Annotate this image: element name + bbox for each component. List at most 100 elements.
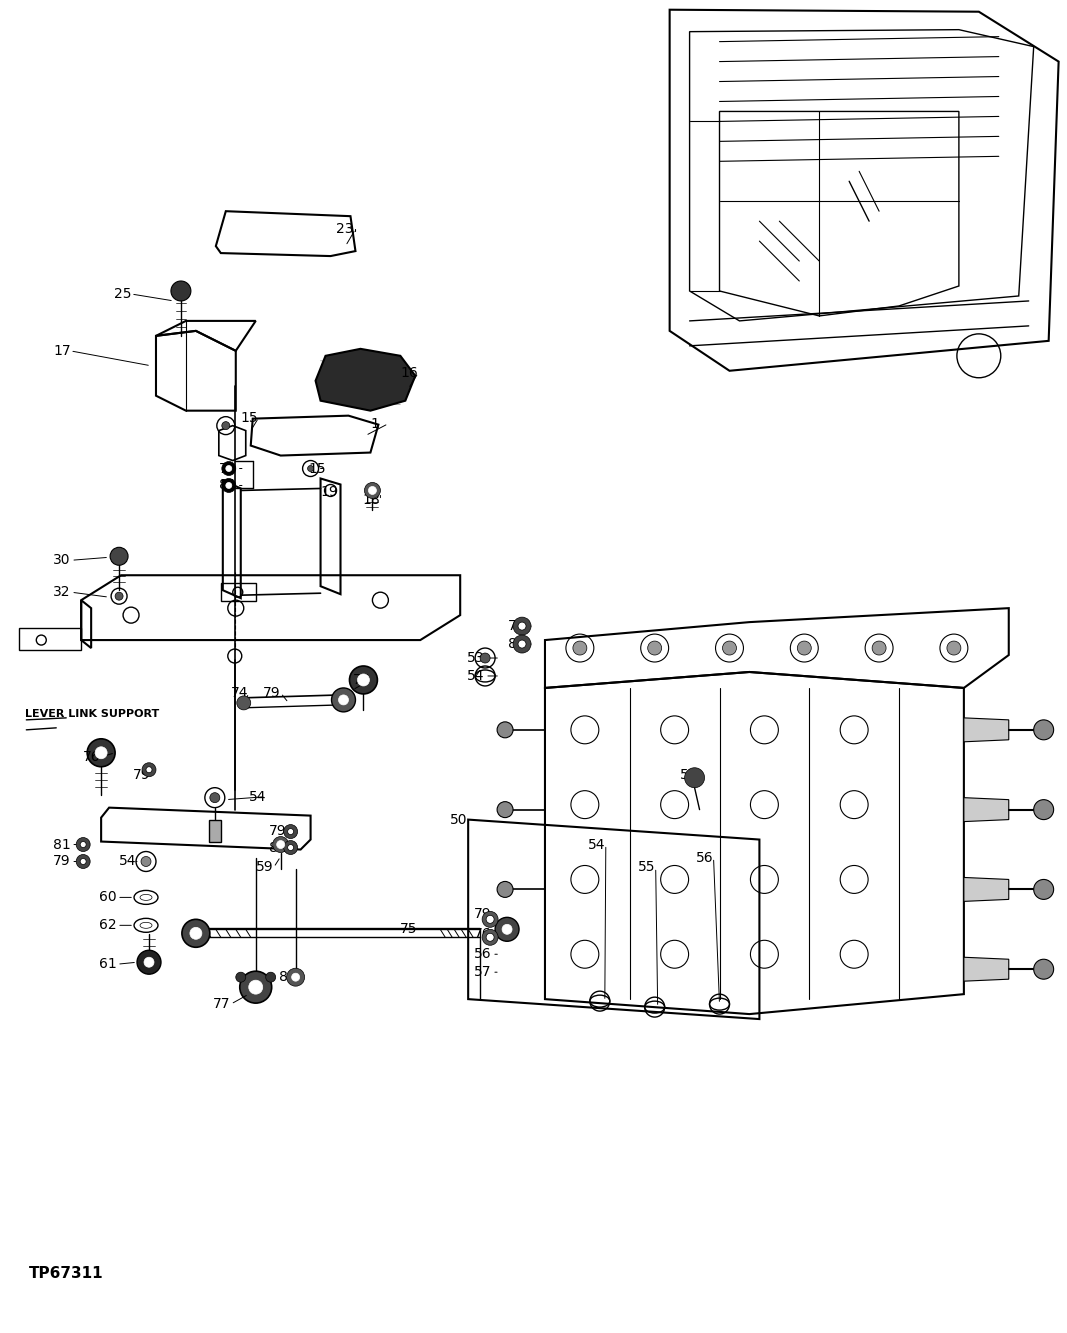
Circle shape (946, 641, 961, 655)
Circle shape (226, 465, 232, 472)
Circle shape (80, 841, 86, 848)
Text: 60: 60 (99, 890, 116, 904)
Text: 62: 62 (99, 918, 116, 932)
Circle shape (87, 738, 115, 766)
Circle shape (513, 617, 531, 635)
Circle shape (146, 766, 152, 773)
Text: 16: 16 (400, 365, 418, 380)
Text: 76: 76 (474, 928, 492, 941)
Text: 57: 57 (474, 965, 492, 980)
Circle shape (226, 483, 232, 488)
Circle shape (350, 666, 378, 694)
Text: 25: 25 (114, 287, 131, 301)
Text: 81: 81 (508, 637, 526, 651)
Text: 17: 17 (53, 344, 70, 357)
Circle shape (222, 421, 229, 429)
Circle shape (240, 972, 272, 1004)
Text: TP67311: TP67311 (29, 1266, 103, 1281)
Text: 81: 81 (269, 841, 286, 854)
Circle shape (487, 916, 494, 924)
Circle shape (276, 841, 285, 849)
Circle shape (249, 980, 262, 994)
Circle shape (110, 548, 128, 565)
Circle shape (142, 762, 156, 777)
Text: 76: 76 (83, 749, 100, 764)
Circle shape (181, 920, 210, 948)
Polygon shape (964, 718, 1008, 741)
Circle shape (497, 722, 513, 737)
Text: 76: 76 (352, 673, 370, 686)
Text: 19: 19 (320, 485, 338, 500)
Circle shape (273, 837, 289, 853)
Bar (209, 820, 221, 841)
Circle shape (487, 933, 494, 941)
Circle shape (171, 281, 191, 301)
Text: 54: 54 (120, 854, 137, 869)
Circle shape (519, 640, 526, 648)
Circle shape (872, 641, 886, 655)
Circle shape (291, 973, 300, 981)
Circle shape (357, 674, 369, 686)
Text: 32: 32 (53, 585, 70, 600)
Text: 54: 54 (249, 789, 267, 804)
Text: 77: 77 (212, 997, 230, 1012)
Text: 54: 54 (588, 837, 605, 852)
Circle shape (141, 857, 152, 866)
Circle shape (287, 968, 304, 986)
Polygon shape (964, 957, 1008, 981)
Text: 54: 54 (467, 669, 484, 682)
Circle shape (519, 623, 526, 631)
Circle shape (497, 801, 513, 817)
Circle shape (648, 641, 662, 655)
Circle shape (513, 635, 531, 653)
Circle shape (1034, 720, 1053, 740)
Text: 57: 57 (680, 768, 697, 781)
Circle shape (288, 845, 293, 850)
Circle shape (115, 592, 123, 600)
Circle shape (284, 841, 298, 854)
Polygon shape (964, 877, 1008, 901)
Text: 15: 15 (308, 461, 327, 476)
Text: 1: 1 (370, 417, 379, 431)
Text: 81: 81 (53, 837, 71, 852)
Circle shape (338, 694, 349, 705)
Circle shape (480, 653, 490, 663)
Circle shape (144, 957, 154, 968)
Circle shape (222, 461, 236, 476)
Text: 15: 15 (241, 411, 258, 425)
Text: 79: 79 (262, 686, 281, 700)
Text: 79: 79 (508, 619, 526, 633)
Circle shape (503, 924, 512, 934)
Text: 79: 79 (269, 824, 286, 837)
Circle shape (307, 465, 314, 472)
Polygon shape (316, 349, 415, 411)
Circle shape (76, 854, 90, 869)
Text: 23: 23 (335, 223, 353, 236)
Circle shape (210, 793, 220, 802)
Circle shape (237, 696, 251, 710)
Text: 74: 74 (230, 686, 249, 700)
Text: 75: 75 (400, 922, 418, 936)
Circle shape (284, 825, 298, 838)
Circle shape (236, 972, 245, 982)
Text: 79: 79 (219, 461, 237, 476)
Text: 81: 81 (219, 479, 237, 492)
Text: 50: 50 (450, 813, 467, 826)
Circle shape (482, 929, 498, 945)
Circle shape (137, 950, 161, 974)
Circle shape (1034, 800, 1053, 820)
Text: 79: 79 (133, 768, 150, 781)
Text: 59: 59 (256, 861, 273, 874)
Circle shape (368, 487, 377, 495)
Circle shape (80, 858, 86, 865)
Circle shape (495, 917, 519, 941)
Text: 79: 79 (474, 908, 492, 921)
Circle shape (222, 479, 236, 492)
Circle shape (95, 746, 107, 758)
Circle shape (1034, 880, 1053, 900)
Circle shape (497, 881, 513, 897)
Bar (221, 584, 256, 601)
Text: 56: 56 (696, 850, 713, 865)
Circle shape (797, 641, 811, 655)
Circle shape (190, 928, 202, 940)
